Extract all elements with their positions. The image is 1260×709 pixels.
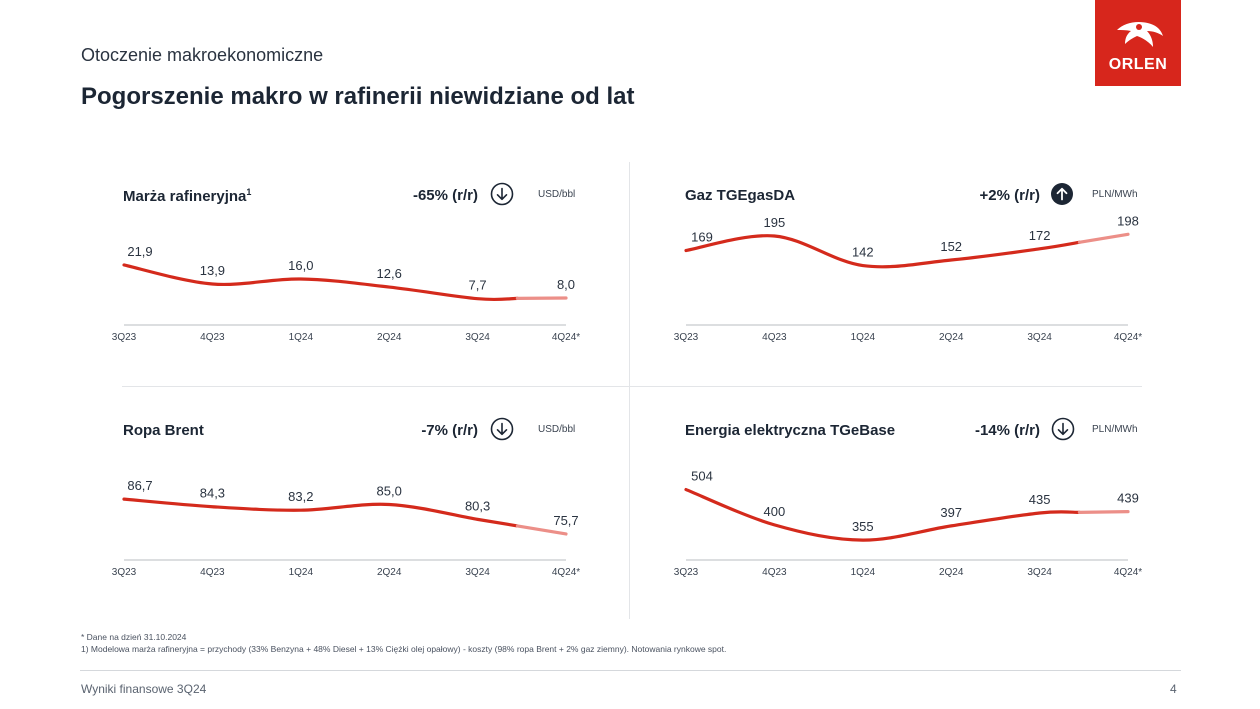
eagle-icon [1117,22,1163,47]
chart-change: +2% (r/r) [979,187,1040,204]
series-line [122,263,519,302]
x-tick-label: 3Q23 [112,332,137,343]
arrow-down-icon [1051,417,1075,441]
arrow-up-icon [1051,183,1073,205]
chart-title-text: Ropa Brent [123,422,204,439]
x-tick-label: 2Q24 [377,567,402,578]
orlen-logo: ORLEN [1095,0,1181,86]
chart-title: Ropa Brent [123,422,204,439]
line-chart: 21,9 3Q23 13,9 4Q23 16,0 1Q24 12,6 2Q24 7,7 3Q24 8… [112,244,581,343]
x-tick-label: 3Q23 [112,567,137,578]
line-chart: 86,7 3Q23 84,3 4Q23 83,2 1Q24 85,0 2Q24 80,3 3Q24… [112,478,581,578]
data-label: 12,6 [377,266,402,281]
data-label: 435 [1029,492,1051,507]
data-label: 21,9 [127,244,152,259]
chart-title: Gaz TGEgasDA [685,187,795,204]
chart-title-footnote: 1 [246,187,252,197]
data-label: 85,0 [377,484,402,499]
data-label: 397 [940,505,962,520]
data-label: 7,7 [469,278,487,293]
horizontal-divider [122,386,1142,387]
x-tick-label: 1Q24 [289,567,314,578]
chart-title-text: Marża rafineryjna [123,188,247,205]
data-label: 83,2 [288,489,313,504]
chart-title: Energia elektryczna TGeBase [685,422,895,439]
data-label: 195 [764,215,786,230]
arrow-down-icon [490,417,514,441]
series-line [684,487,1081,542]
footnotes: * Dane na dzień 31.10.2024 1) Modelowa m… [81,632,726,655]
data-label: 13,9 [200,263,225,278]
data-label: 172 [1029,228,1051,243]
x-tick-label: 4Q23 [762,567,787,578]
data-label: 142 [852,245,874,260]
data-label: 198 [1117,213,1139,228]
data-label: 75,7 [553,513,578,528]
data-label: 16,0 [288,258,313,273]
page-title: Pogorszenie makro w rafinerii niewidzian… [81,83,635,110]
x-tick-label: 4Q23 [200,332,225,343]
x-tick-label: 2Q24 [377,332,402,343]
x-tick-label: 3Q24 [1027,332,1052,343]
x-tick-label: 2Q24 [939,567,964,578]
x-tick-label: 3Q24 [465,332,490,343]
chart-unit: PLN/MWh [1092,424,1138,435]
data-label: 504 [691,469,713,484]
chart-unit: USD/bbl [538,424,576,435]
x-tick-label: 2Q24 [939,332,964,343]
page-number: 4 [1170,682,1177,696]
data-label: 355 [852,519,874,534]
data-label: 86,7 [127,478,152,493]
logo-text: ORLEN [1108,56,1168,73]
x-tick-label: 3Q23 [674,332,699,343]
x-tick-label: 1Q24 [851,332,876,343]
arrow-down-icon [490,182,514,206]
x-tick-label: 1Q24 [851,567,876,578]
footer-divider [80,670,1181,671]
forecast-line [515,524,568,536]
chart-title-text: Gaz TGEgasDA [685,187,796,204]
vertical-divider [629,162,630,619]
data-label: 8,0 [557,277,575,292]
chart-unit: PLN/MWh [1092,189,1138,200]
chart-change: -65% (r/r) [412,187,478,204]
footnote-line: * Dane na dzień 31.10.2024 [81,632,187,642]
chart-panel-electricity: Energia elektryczna TGeBase -14% (r/r) P… [674,417,1165,622]
footnote-line: 1) Modelowa marża rafineryjna = przychod… [81,643,727,654]
data-label: 152 [940,239,962,254]
chart-panel-gas: Gaz TGEgasDA +2% (r/r) PLN/MWh 169 3Q23 19… [674,183,1165,387]
x-tick-label: 3Q23 [674,567,699,578]
x-tick-label: 4Q24* [552,567,580,578]
data-label: 84,3 [200,486,225,501]
line-chart: 169 3Q23 195 4Q23 142 1Q24 152 2Q24 172 3Q24 198 4Q… [674,213,1143,343]
x-tick-label: 4Q24* [552,332,580,343]
x-tick-label: 4Q24* [1114,332,1142,343]
data-label: 169 [691,230,713,245]
chart-panel-refining-margin: Marża rafineryjna1 -65% (r/r) USD/bbl 21… [112,182,603,387]
data-label: 80,3 [465,498,490,513]
chart-change: -7% (r/r) [421,422,478,439]
x-tick-label: 3Q24 [465,567,490,578]
x-tick-label: 3Q24 [1027,567,1052,578]
forecast-line [1077,232,1130,244]
x-tick-label: 4Q23 [762,332,787,343]
x-tick-label: 4Q24* [1114,567,1142,578]
chart-panel-brent: Ropa Brent -7% (r/r) USD/bbl 86,7 3Q23 84,… [112,417,603,622]
chart-title: Marża rafineryjna1 [123,187,251,205]
footer-report-name: Wyniki finansowe 3Q24 [81,682,207,696]
x-tick-label: 1Q24 [289,332,314,343]
chart-unit: USD/bbl [538,189,576,200]
chart-title-text: Energia elektryczna TGeBase [685,422,896,439]
section-subtitle: Otoczenie makroekonomiczne [81,45,324,65]
chart-change: -14% (r/r) [974,422,1040,439]
forecast-line [1077,510,1130,514]
data-label: 400 [764,504,786,519]
x-tick-label: 4Q23 [200,567,225,578]
line-chart: 504 3Q23 400 4Q23 355 1Q24 397 2Q24 435 3Q24 439 4Q… [674,469,1143,578]
series-line [122,497,519,528]
series-line [684,234,1081,269]
data-label: 439 [1117,491,1139,506]
